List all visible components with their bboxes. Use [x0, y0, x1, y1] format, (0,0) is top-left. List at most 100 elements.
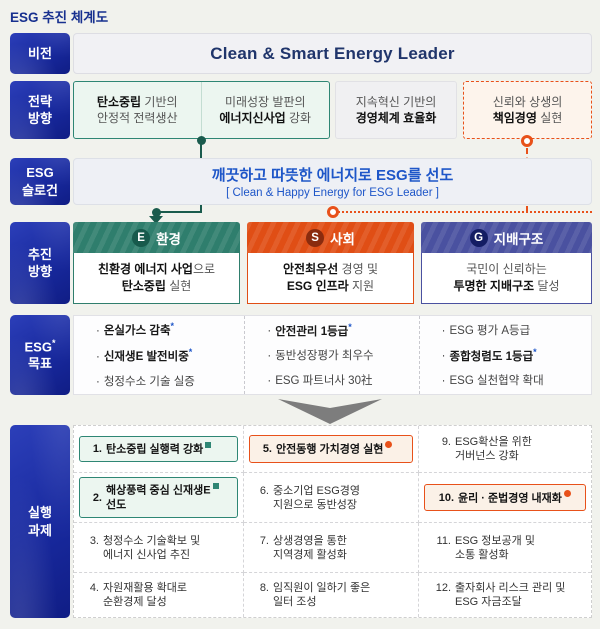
- teal-connector-line-down: [200, 141, 202, 158]
- pillar-environment: E 환경 친환경 에너지 사업으로 탄소중립 실현: [73, 222, 240, 304]
- task-cell-6: 6. 중소기업 ESG경영 지원으로 동반성장: [244, 473, 419, 523]
- sidebar-label-goals-line1: ESG*: [24, 337, 56, 354]
- goal-item: · ESG 파트너사 30社: [267, 375, 373, 388]
- strategy-box4-line2-rest: 실현: [536, 111, 563, 125]
- task-cell-12: 12. 출자회사 리스크 관리 및 ESG 자금조달: [435, 582, 566, 608]
- social-letter-badge: S: [306, 228, 325, 247]
- orange-connector-ring-icon: [327, 206, 339, 218]
- slogan-main-text: 깨끗하고 따뜻한 에너지로 ESG를 선도: [211, 167, 454, 184]
- orange-dot-marker-icon: [385, 441, 393, 449]
- teal-connector-line-elbow-v: [200, 205, 202, 213]
- env-line1-rest: 으로: [192, 262, 216, 276]
- strategy-box2-line1-rest: 미래성장 발판의: [224, 94, 306, 109]
- pillar-environment-body: 친환경 에너지 사업으로 탄소중립 실현: [73, 253, 240, 304]
- sidebar-label-vision: 비전: [10, 33, 70, 74]
- pillar-environment-title: 환경: [156, 231, 181, 247]
- goal-item: · 신재생E 발전비중*: [96, 347, 193, 363]
- task-cell-8: 8. 임직원이 일하기 좋은 일터 조성: [244, 573, 419, 617]
- task-cell-11: 11. ESG 정보공개 및 소통 활성화: [419, 523, 591, 573]
- task-cell-3: 3. 청정수소 기술확보 및 에너지 신사업 추진: [74, 523, 244, 573]
- teal-connector-dot-top: [197, 136, 206, 145]
- sidebar-label-vision-text: 비전: [28, 45, 52, 61]
- orange-connector-dotted-line: [338, 211, 592, 213]
- sidebar-label-direction-line1: 추진: [28, 246, 52, 262]
- goal-item: · ESG 평가 A등급: [441, 324, 531, 337]
- env-line1-bold: 친환경 에너지 사업: [97, 262, 193, 276]
- task-cell-7: 7. 상생경영을 통한 지역경제 활성화: [244, 523, 419, 573]
- strategy-box-responsibility: 신뢰와 상생의 책임경영 실현: [463, 81, 592, 139]
- goal-item: · 안전관리 1등급*: [267, 321, 352, 338]
- goals-column-social: · 안전관리 1등급* · 동반성장평가 최우수 · ESG 파트너사 30社: [245, 316, 420, 394]
- gov-line1-rest: 국민이 신뢰하는: [466, 262, 547, 276]
- gov-line2-rest: 달성: [534, 279, 560, 293]
- strategy-box1-line1-rest: 기반의: [141, 94, 178, 109]
- sidebar-label-tasks-line2: 과제: [28, 522, 52, 538]
- sidebar-label-strategy: 전략 방향: [10, 81, 70, 139]
- sidebar-label-slogan-line1: ESG: [26, 165, 54, 181]
- task-cell-10: 10. 윤리 · 준법경영 내재화: [419, 473, 591, 523]
- strategy-box-new-energy: 미래성장 발판의 에너지신사업 강화: [202, 82, 330, 138]
- goals-column-governance: · ESG 평가 A등급 · 종합청렴도 1등급* · ESG 실천협약 확대: [420, 316, 591, 394]
- strategy-box3-line2-bold: 경영체계 효율화: [355, 111, 437, 125]
- strategy-box-energy-pair: 탄소중립 기반의 안정적 전력생산 미래성장 발판의 에너지신사업 강화: [73, 81, 330, 139]
- pillar-governance-header: G 지배구조: [421, 222, 592, 253]
- soc-line2-bold: ESG 인프라: [286, 279, 349, 293]
- orange-connector-pin-icon: [521, 135, 533, 147]
- strategy-row: 탄소중립 기반의 안정적 전력생산 미래성장 발판의 에너지신사업 강화 지속혁…: [73, 81, 592, 139]
- task-1-highlight-box: 1. 탄소중립 실행력 강화: [79, 435, 238, 463]
- strategy-box1-line2-rest: 안정적 전력생산: [96, 111, 178, 125]
- sidebar-label-slogan: ESG 슬로건: [10, 158, 70, 205]
- task-cell-1: 1. 탄소중립 실행력 강화: [74, 426, 244, 473]
- pillar-environment-header: E 환경: [73, 222, 240, 253]
- sidebar-label-goals: ESG* 목표: [10, 315, 70, 395]
- sidebar-label-tasks: 실행 과제: [10, 425, 70, 618]
- goals-box: · 온실가스 감축* · 신재생E 발전비중* · 청정수소 기술 실증 · 안전관리 …: [73, 315, 592, 395]
- pillar-social: S 사회 안전최우선 경영 및 ESG 인프라 지원: [247, 222, 414, 304]
- pillar-governance-body: 국민이 신뢰하는 투명한 지배구조 달성: [421, 253, 592, 304]
- vision-text: Clean & Smart Energy Leader: [210, 43, 455, 63]
- star-mark: *: [188, 347, 193, 357]
- task-cell-2: 2. 해상풍력 중심 신재생E 선도: [74, 473, 244, 523]
- strategy-box4-line1-rest: 신뢰와 상생의: [492, 94, 563, 109]
- goal-item: · 동반성장평가 최우수: [267, 350, 374, 363]
- slogan-box: 깨끗하고 따뜻한 에너지로 ESG를 선도 [ Clean & Happy En…: [73, 158, 592, 205]
- star-mark: *: [170, 321, 175, 332]
- teal-connector-arrowhead-icon: [149, 216, 163, 224]
- down-arrow-icon: [278, 399, 382, 424]
- tasks-grid: 1. 탄소중립 실행력 강화 5. 안전동행 가치경영 실현 9. ESG확산을…: [73, 425, 592, 618]
- sidebar-label-strategy-line2: 방향: [28, 111, 52, 126]
- environment-letter-badge: E: [132, 228, 151, 247]
- strategy-box2-line2-rest: 강화: [285, 111, 312, 125]
- goal-item: · ESG 실천협약 확대: [441, 375, 544, 388]
- teal-square-marker-icon: [205, 441, 212, 448]
- soc-line1-bold: 안전최우선: [283, 262, 339, 276]
- page-title: ESG 추진 체계도: [10, 10, 109, 25]
- sidebar-label-direction-line2: 방향: [28, 264, 52, 279]
- sidebar-label-strategy-line1: 전략: [28, 93, 52, 109]
- sidebar-label-goals-line2: 목표: [28, 356, 52, 372]
- task-10-highlight-box: 10. 윤리 · 준법경영 내재화: [424, 483, 586, 512]
- task-cell-5: 5. 안전동행 가치경영 실현: [244, 426, 419, 473]
- soc-line1-rest: 경영 및: [338, 262, 378, 276]
- sidebar-label-tasks-line1: 실행: [28, 505, 52, 521]
- env-line2-bold: 탄소중립: [121, 279, 166, 293]
- goal-item: · 청정수소 기술 실증: [96, 375, 195, 388]
- sidebar-label-direction: 추진 방향: [10, 222, 70, 304]
- slogan-sub-text: [ Clean & Happy Energy for ESG Leader ]: [226, 187, 439, 199]
- strategy-box3-line1-rest: 지속혁신 기반의: [355, 94, 437, 109]
- goal-item: · 종합청렴도 1등급*: [441, 346, 537, 363]
- strategy-box-management: 지속혁신 기반의 경영체계 효율화: [335, 81, 457, 139]
- star-mark: *: [533, 346, 537, 357]
- governance-letter-badge: G: [469, 228, 488, 247]
- pillar-social-title: 사회: [330, 231, 355, 247]
- teal-connector-dot-bottom: [152, 208, 161, 217]
- teal-square-marker-icon: [212, 483, 219, 490]
- sidebar-label-slogan-line2: 슬로건: [22, 182, 58, 198]
- goals-star-mark: *: [51, 337, 56, 348]
- task-cell-4: 4. 자원재활용 확대로 순환경제 달성: [74, 573, 244, 617]
- orange-dot-marker-icon: [563, 489, 571, 497]
- strategy-box1-line1-bold: 탄소중립: [96, 94, 142, 109]
- gov-line2-bold: 투명한 지배구조: [453, 279, 535, 293]
- task-cell-9: 9. ESG확산을 위한 거버넌스 강화: [419, 426, 591, 473]
